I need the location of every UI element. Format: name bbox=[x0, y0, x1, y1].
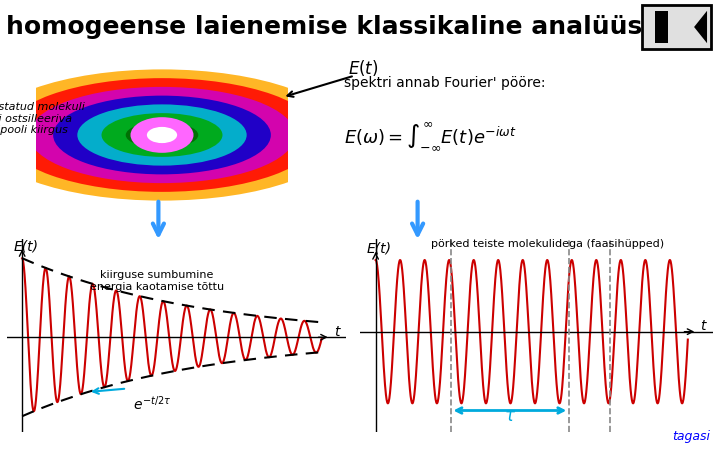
Polygon shape bbox=[655, 11, 668, 43]
Text: spektri annab Fourier' pööre:: spektri annab Fourier' pööre: bbox=[344, 76, 545, 90]
Text: E(t): E(t) bbox=[366, 242, 391, 256]
Ellipse shape bbox=[147, 127, 177, 143]
Ellipse shape bbox=[0, 69, 343, 201]
Ellipse shape bbox=[126, 122, 198, 148]
Text: E(t): E(t) bbox=[13, 239, 38, 253]
Ellipse shape bbox=[5, 78, 319, 192]
Text: $E(\omega) = \int_{-\infty}^{\infty} E(t)e^{-i\omega t}$: $E(\omega) = \int_{-\infty}^{\infty} E(t… bbox=[344, 120, 517, 152]
Ellipse shape bbox=[130, 117, 194, 153]
Ellipse shape bbox=[102, 113, 222, 157]
Text: $E(t)$: $E(t)$ bbox=[348, 58, 379, 78]
Polygon shape bbox=[694, 11, 707, 43]
Ellipse shape bbox=[53, 96, 271, 174]
Text: tagasi: tagasi bbox=[672, 430, 710, 443]
Text: homogeense laienemise klassikaline analüüs: homogeense laienemise klassikaline analü… bbox=[6, 15, 642, 39]
FancyBboxPatch shape bbox=[642, 5, 711, 49]
Text: t: t bbox=[701, 319, 706, 333]
Text: kiirguse sumbumine
energia kaotamise tõttu: kiirguse sumbumine energia kaotamise tõt… bbox=[90, 270, 224, 292]
Text: t: t bbox=[333, 324, 339, 339]
Text: $e^{-t/2\tau}$: $e^{-t/2\tau}$ bbox=[133, 394, 171, 413]
Ellipse shape bbox=[29, 87, 295, 183]
Text: pörked teiste molekulidega (faasihüpped): pörked teiste molekulidega (faasihüpped) bbox=[431, 239, 664, 249]
Text: $\tau$: $\tau$ bbox=[504, 407, 516, 425]
Text: ergastatud molekuli
kui ostsilleeriva
dipooli kiirgus: ergastatud molekuli kui ostsilleeriva di… bbox=[0, 102, 85, 135]
Ellipse shape bbox=[77, 104, 247, 166]
